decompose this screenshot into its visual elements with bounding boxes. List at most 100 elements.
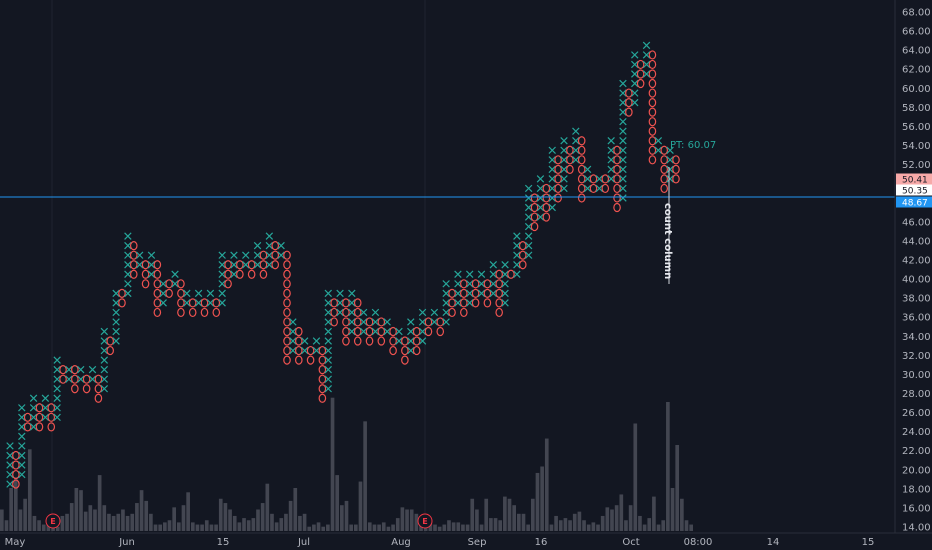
x-box (29, 423, 38, 431)
price-tick-label: 68.00 (902, 8, 931, 19)
volume-bar (242, 518, 246, 531)
o-box (365, 317, 374, 327)
o-box (424, 326, 433, 337)
earnings-marker[interactable]: E (417, 513, 433, 529)
o-box (554, 193, 562, 203)
x-box (442, 299, 450, 307)
x-box (6, 451, 14, 460)
x-box (112, 337, 120, 345)
x-box (666, 165, 674, 174)
o-box (507, 269, 515, 279)
x-column (289, 318, 297, 355)
x-column (642, 41, 651, 78)
x-box (418, 308, 427, 317)
x-box (348, 318, 356, 326)
price-tick-label: 40.00 (902, 275, 931, 286)
volume-bar (279, 518, 284, 531)
x-box (418, 327, 427, 336)
volume-bar (41, 524, 46, 531)
o-box (177, 307, 185, 318)
x-box (77, 375, 85, 383)
o-column (129, 241, 138, 279)
x-box (489, 280, 498, 288)
o-column (177, 279, 185, 318)
x-box (607, 137, 615, 145)
earnings-marker[interactable]: E (45, 513, 61, 529)
price-axis[interactable]: 68.00 66.00 64.00 62.00 60.00 58.00 56.00 54.00… (902, 8, 931, 534)
o-column (648, 50, 657, 165)
o-box (212, 307, 221, 318)
volume-bar (666, 402, 670, 531)
x-box (159, 299, 167, 307)
o-box (554, 174, 562, 184)
o-box (660, 164, 669, 174)
x-box (619, 137, 627, 145)
o-box (660, 174, 669, 184)
o-box (118, 298, 126, 308)
volume-bar (307, 526, 312, 531)
volume-bar (83, 511, 88, 531)
x-column (548, 146, 556, 212)
x-box (619, 184, 627, 193)
volume-bar (377, 524, 381, 531)
o-box (660, 183, 669, 194)
o-box (47, 403, 56, 413)
o-box (306, 345, 315, 356)
x-column (348, 289, 356, 336)
x-box (595, 175, 604, 183)
time-tick-label: May (5, 537, 26, 548)
x-column (477, 270, 486, 298)
x-box (477, 280, 486, 288)
volume-bar (414, 513, 419, 531)
x-box (619, 156, 627, 164)
volume-bar (596, 524, 600, 531)
x-box (135, 251, 144, 259)
x-box (159, 280, 167, 288)
x-box (29, 404, 38, 412)
x-box (442, 308, 450, 317)
volume-bar (484, 498, 489, 531)
volume-bar (298, 515, 302, 531)
x-box (548, 165, 556, 174)
o-box (377, 336, 386, 346)
x-column (277, 241, 285, 259)
x-box (194, 289, 203, 298)
o-box (129, 250, 138, 260)
x-box (41, 413, 50, 422)
volume-bar (340, 505, 344, 531)
volume-bar (163, 522, 167, 531)
o-column (424, 317, 433, 337)
x-box (560, 175, 568, 183)
price-tag-value: 48.67 (902, 199, 928, 209)
o-box (141, 260, 150, 270)
x-box (18, 432, 26, 441)
x-box (100, 327, 109, 336)
volume-bar (624, 520, 628, 531)
o-box (648, 78, 657, 89)
volume-bar (284, 513, 288, 531)
price-tick-label: 18.00 (902, 484, 931, 495)
time-axis[interactable]: May Jun 15 Jul Aug Sep 16 Oct 08:00 14 15 (5, 537, 875, 548)
volume-bar (176, 522, 181, 531)
volume-bar (558, 520, 563, 531)
x-box (524, 213, 533, 221)
o-box (401, 345, 409, 356)
x-box (583, 184, 592, 193)
x-column (88, 365, 97, 383)
x-box (289, 337, 297, 345)
o-box (648, 155, 657, 165)
x-box (548, 203, 556, 212)
x-box (489, 289, 498, 298)
x-column (242, 251, 250, 269)
price-tick-label: 28.00 (902, 389, 931, 400)
o-box (118, 288, 126, 298)
time-tick-label: 15 (862, 537, 875, 548)
x-box (159, 289, 167, 298)
o-box (577, 155, 586, 165)
o-box (47, 422, 56, 432)
o-column (448, 288, 456, 318)
o-box (141, 269, 150, 279)
o-box (212, 298, 221, 308)
